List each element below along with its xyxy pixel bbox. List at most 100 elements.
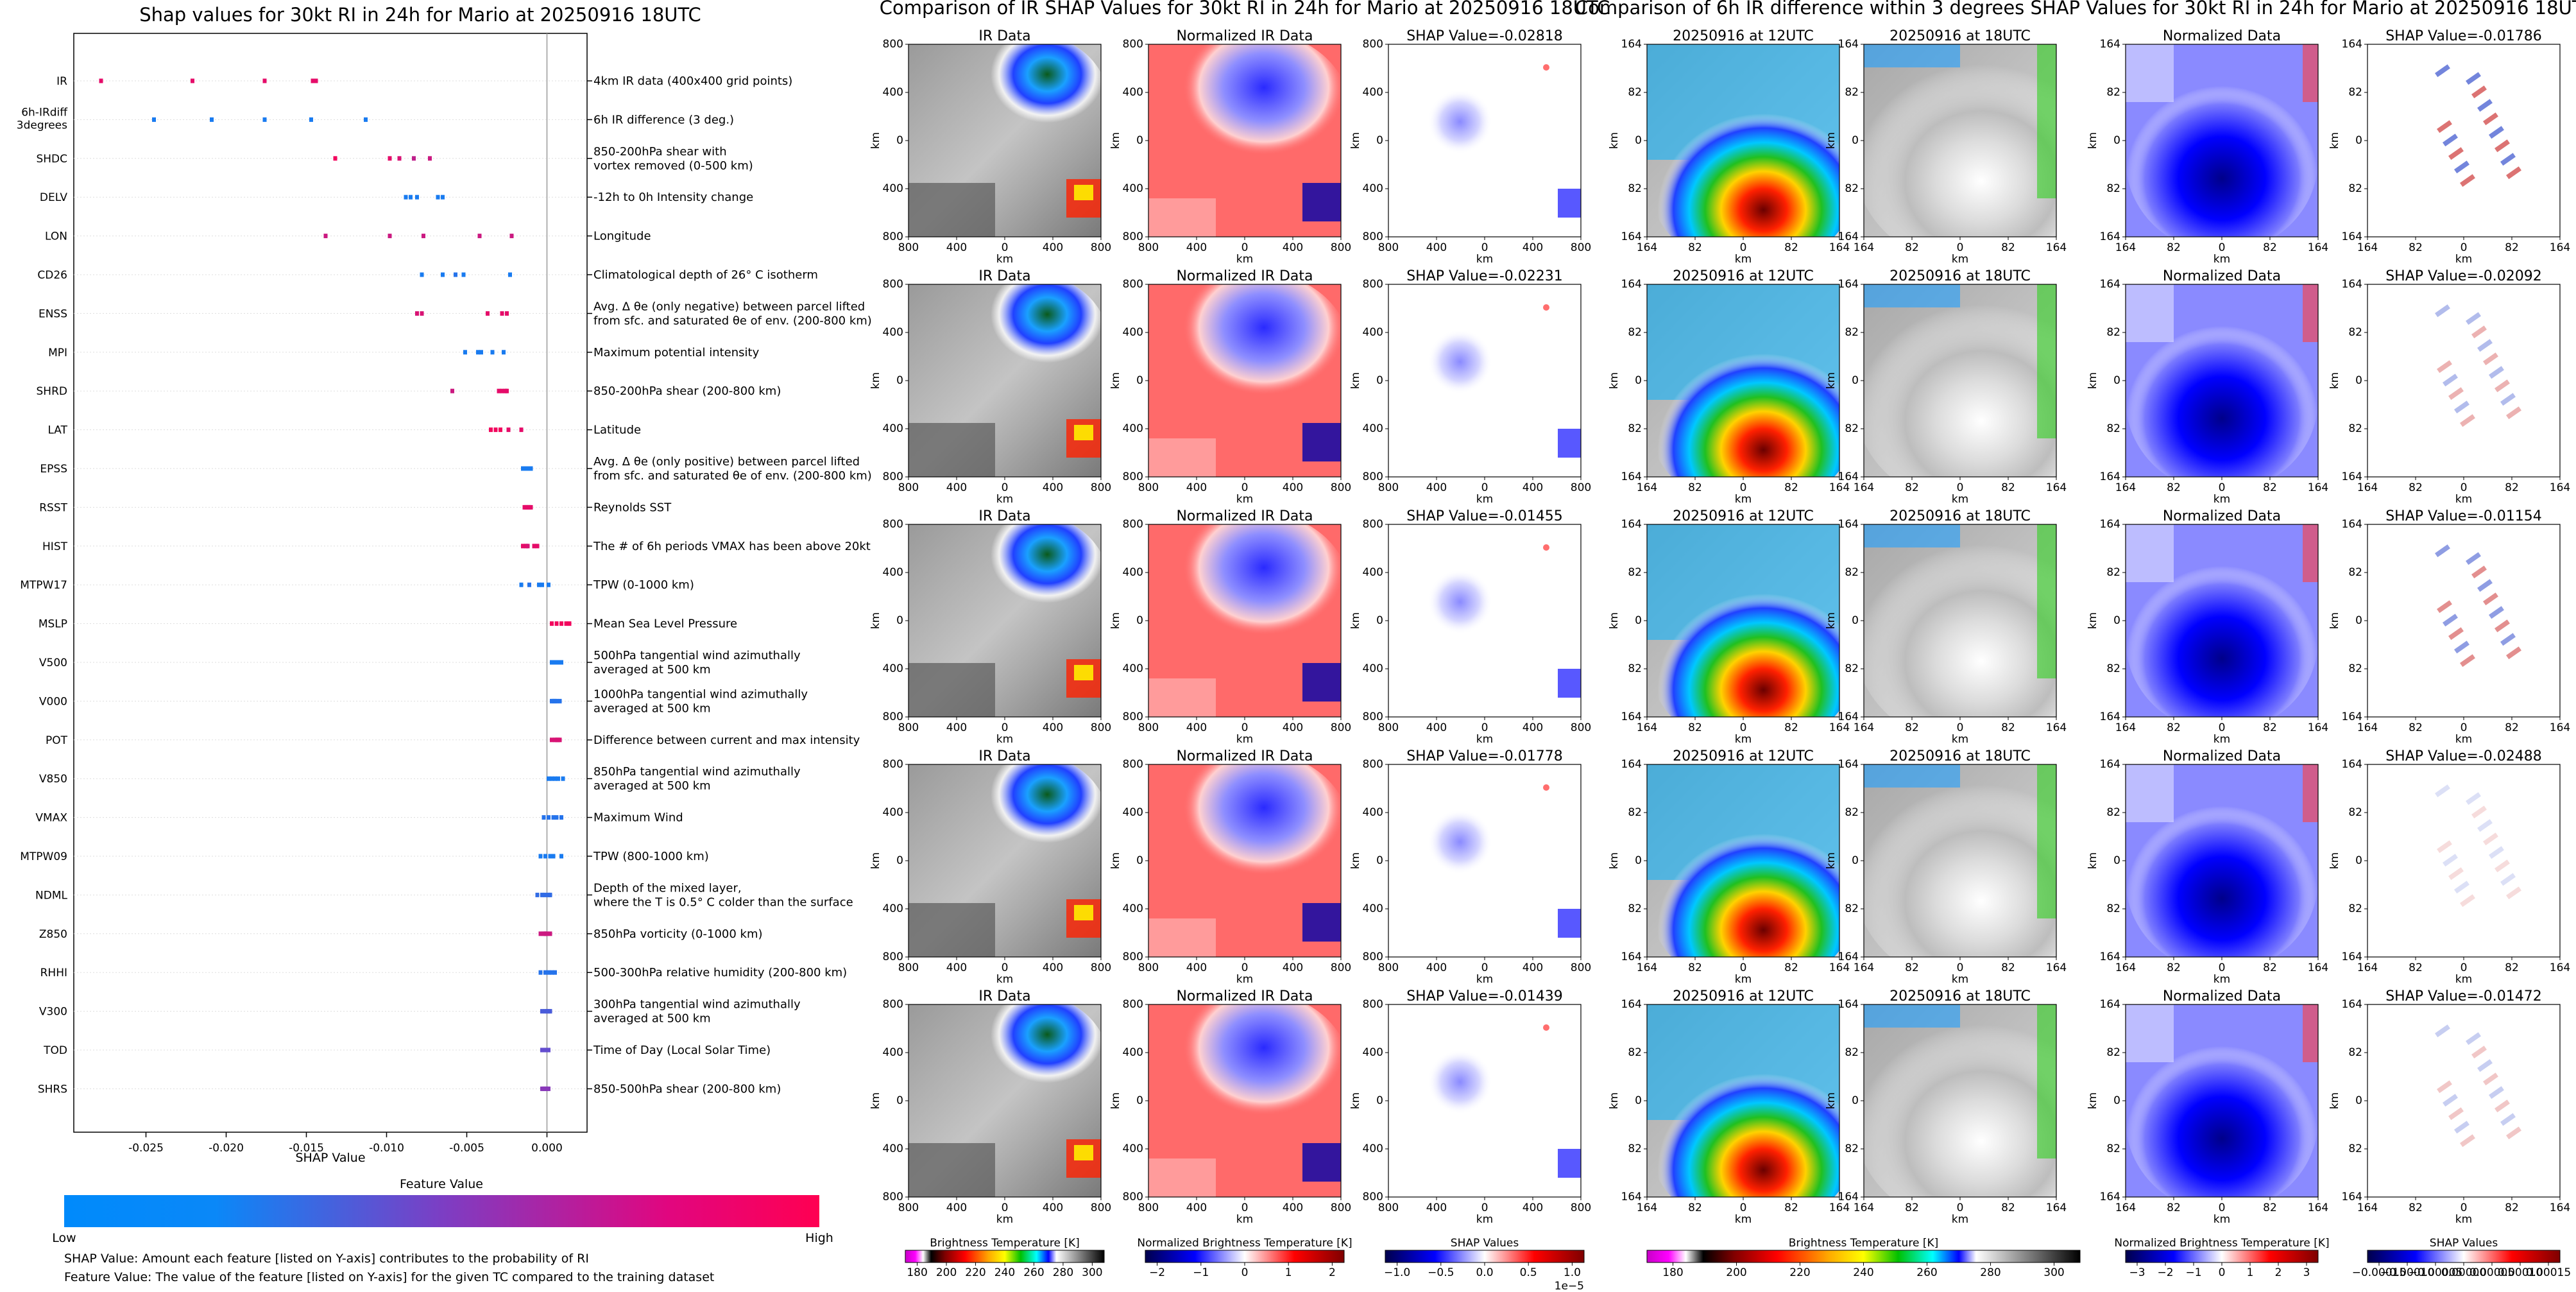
- shap-point: [558, 698, 562, 703]
- x-tick-label: 82: [2505, 1202, 2519, 1214]
- x-tick-label: 82: [2167, 241, 2181, 254]
- shap-point: [553, 970, 557, 975]
- panel-title: SHAP Value=-0.02818: [1406, 28, 1563, 44]
- x-axis-label: km: [1476, 733, 1493, 746]
- x-tick-label: 400: [1426, 721, 1447, 734]
- x-tick-label: 164: [2046, 721, 2067, 734]
- y-axis-label: km: [2328, 612, 2341, 629]
- shap-point: [548, 854, 552, 859]
- shap-point: [547, 1047, 550, 1053]
- y-tick-label: 400: [1363, 1046, 1383, 1059]
- shap-point: [463, 350, 467, 355]
- x-tick-label: 164: [1637, 481, 1657, 494]
- x-tick-label: 0: [2219, 481, 2226, 494]
- feature-description: 850hPa vorticity (0-1000 km): [593, 927, 763, 941]
- shap-point: [548, 1009, 552, 1014]
- x-axis-label: km: [1952, 1213, 1968, 1226]
- x-tick-label: 82: [2409, 721, 2423, 734]
- y-tick-label: 82: [1845, 86, 1859, 99]
- shap-point: [540, 1009, 544, 1014]
- y-tick-label: 800: [883, 470, 903, 483]
- feature-description: 850hPa tangential wind azimuthally averag…: [593, 765, 801, 793]
- y-tick-label: 0: [1136, 374, 1143, 387]
- y-tick-label: 0: [1376, 1094, 1383, 1107]
- y-axis-label: km: [1349, 1092, 1362, 1109]
- x-axis-label: km: [996, 733, 1013, 746]
- x-axis-label: km: [1735, 1213, 1752, 1226]
- x-tick-label: 164: [2046, 481, 2067, 494]
- y-tick-label: 800: [1123, 278, 1143, 291]
- x-tick-label: 400: [1426, 241, 1447, 254]
- shap-point: [364, 117, 368, 122]
- x-tick-label: 400: [1426, 961, 1447, 974]
- feature-row: CD26 Climatological depth of 26° C isothe…: [37, 268, 818, 282]
- x-tick-label: 800: [1331, 961, 1351, 974]
- colorbar-tick-label: 0.5: [1520, 1266, 1537, 1279]
- feature-row: V500 500hPa tangential wind azimuthally av…: [39, 649, 801, 676]
- colorbar-tick-label: 0.00015: [2526, 1266, 2571, 1279]
- x-tick-label: 82: [2505, 961, 2519, 974]
- feature-description: 850-500hPa shear (200-800 km): [593, 1082, 781, 1096]
- feature-label: SHRS: [38, 1083, 67, 1096]
- y-tick-label: 164: [2100, 1191, 2120, 1203]
- ir-norm-colorbar: Normalized Brightness Temperature [K] −2 −…: [1137, 1237, 1352, 1279]
- y-tick-label: 82: [1845, 902, 1859, 915]
- feature-row: SHRS 850-500hPa shear (200-800 km): [38, 1082, 781, 1096]
- panel-title: Normalized IR Data: [1176, 268, 1313, 284]
- x-axis-label: km: [1952, 973, 1968, 986]
- legend-high: High: [805, 1231, 833, 1245]
- y-axis-label: km: [1825, 372, 1838, 389]
- x-tick-label: 800: [1091, 1202, 1111, 1214]
- x-tick-label: 0: [1957, 241, 1964, 254]
- y-tick-label: 400: [1363, 326, 1383, 339]
- panel-title: 20250916 at 18UTC: [1889, 988, 2031, 1004]
- y-tick-label: 0: [1136, 854, 1143, 867]
- panel-title: SHAP Value=-0.02488: [2385, 748, 2542, 764]
- feature-row: MTPW09 TPW (800-1000 km): [20, 850, 709, 863]
- y-tick-label: 164: [1621, 470, 1642, 483]
- x-tick-label: 82: [2167, 961, 2181, 974]
- y-tick-label: 82: [2348, 86, 2362, 99]
- colorbar-tick-label: 180: [907, 1266, 927, 1279]
- y-axis-label: km: [1109, 372, 1122, 389]
- colorbar-tick-label: 0.00000: [2441, 1266, 2486, 1279]
- feature-row: 6h-IRdiff 3degrees 6h IR difference (3 deg…: [17, 106, 734, 132]
- x-tick-label: 0.000: [531, 1142, 563, 1155]
- x-tick-label: 400: [1043, 1202, 1063, 1214]
- y-tick-label: 82: [2106, 182, 2120, 195]
- y-tick-label: 0: [2355, 374, 2362, 387]
- x-tick-label: 164: [1829, 961, 1850, 974]
- feature-description: Mean Sea Level Pressure: [593, 617, 737, 631]
- shap-point: [529, 504, 533, 510]
- colorbar-tick-label: 180: [1662, 1266, 1683, 1279]
- y-tick-label: 164: [1621, 998, 1642, 1011]
- shap-point: [519, 582, 524, 587]
- x-axis-label: km: [1476, 253, 1493, 266]
- y-tick-label: 0: [2355, 854, 2362, 867]
- diff-colorbars: Brightness Temperature [K] 180 200 220 240 26…: [1646, 1237, 2571, 1279]
- feature-description: 6h IR difference (3 deg.): [593, 113, 734, 126]
- feature-description: Depth of the mixed layer, where the T is …: [593, 881, 853, 909]
- panel-image: [1148, 284, 1341, 477]
- x-tick-label: 164: [2308, 961, 2328, 974]
- x-tick-label: 800: [1571, 481, 1591, 494]
- legend-low: Low: [52, 1231, 76, 1245]
- shap-point: [550, 970, 554, 975]
- x-axis-label: km: [2455, 1213, 2472, 1226]
- shap-point: [499, 427, 502, 433]
- panel-image: [908, 524, 1101, 717]
- x-tick-label: 800: [1378, 961, 1399, 974]
- shap-point: [559, 854, 563, 859]
- colorbar-label: Normalized Brightness Temperature [K]: [2114, 1237, 2329, 1250]
- panel-image: [1864, 524, 2056, 717]
- y-tick-label: 82: [2106, 1046, 2120, 1059]
- y-tick-label: 800: [883, 711, 903, 723]
- x-axis-label: SHAP Value: [295, 1151, 365, 1165]
- panel-title: 20250916 at 12UTC: [1673, 268, 1814, 284]
- x-axis-label: km: [1236, 733, 1253, 746]
- shap-point: [412, 156, 416, 161]
- x-axis-label: km: [996, 493, 1013, 506]
- y-tick-label: 164: [1838, 38, 1859, 51]
